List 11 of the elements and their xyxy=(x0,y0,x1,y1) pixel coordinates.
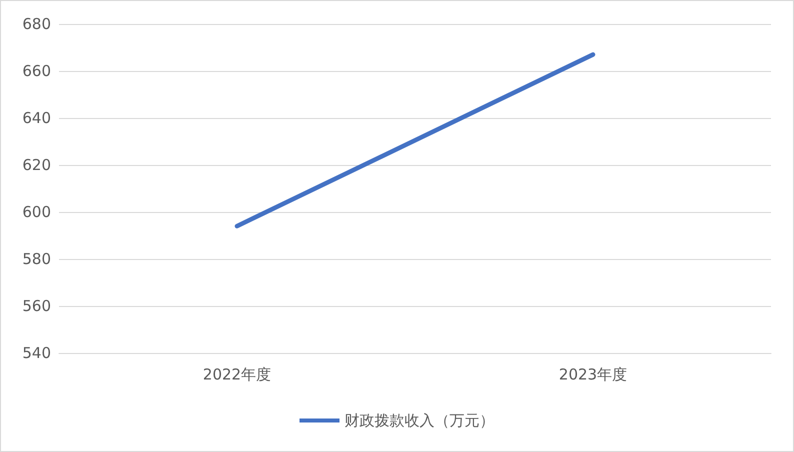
legend-label: 财政拨款收入（万元） xyxy=(344,412,494,430)
y-tick-label: 660 xyxy=(22,62,51,80)
y-tick-label: 680 xyxy=(22,15,51,33)
y-tick-label: 640 xyxy=(22,109,51,127)
y-tick-label: 580 xyxy=(22,250,51,268)
y-tick-label: 620 xyxy=(22,156,51,174)
x-tick-label: 2023年度 xyxy=(558,366,628,384)
y-tick-label: 560 xyxy=(22,297,51,315)
y-tick-label: 540 xyxy=(22,344,51,362)
x-tick-label: 2022年度 xyxy=(202,366,272,384)
y-tick-label: 600 xyxy=(22,203,51,221)
